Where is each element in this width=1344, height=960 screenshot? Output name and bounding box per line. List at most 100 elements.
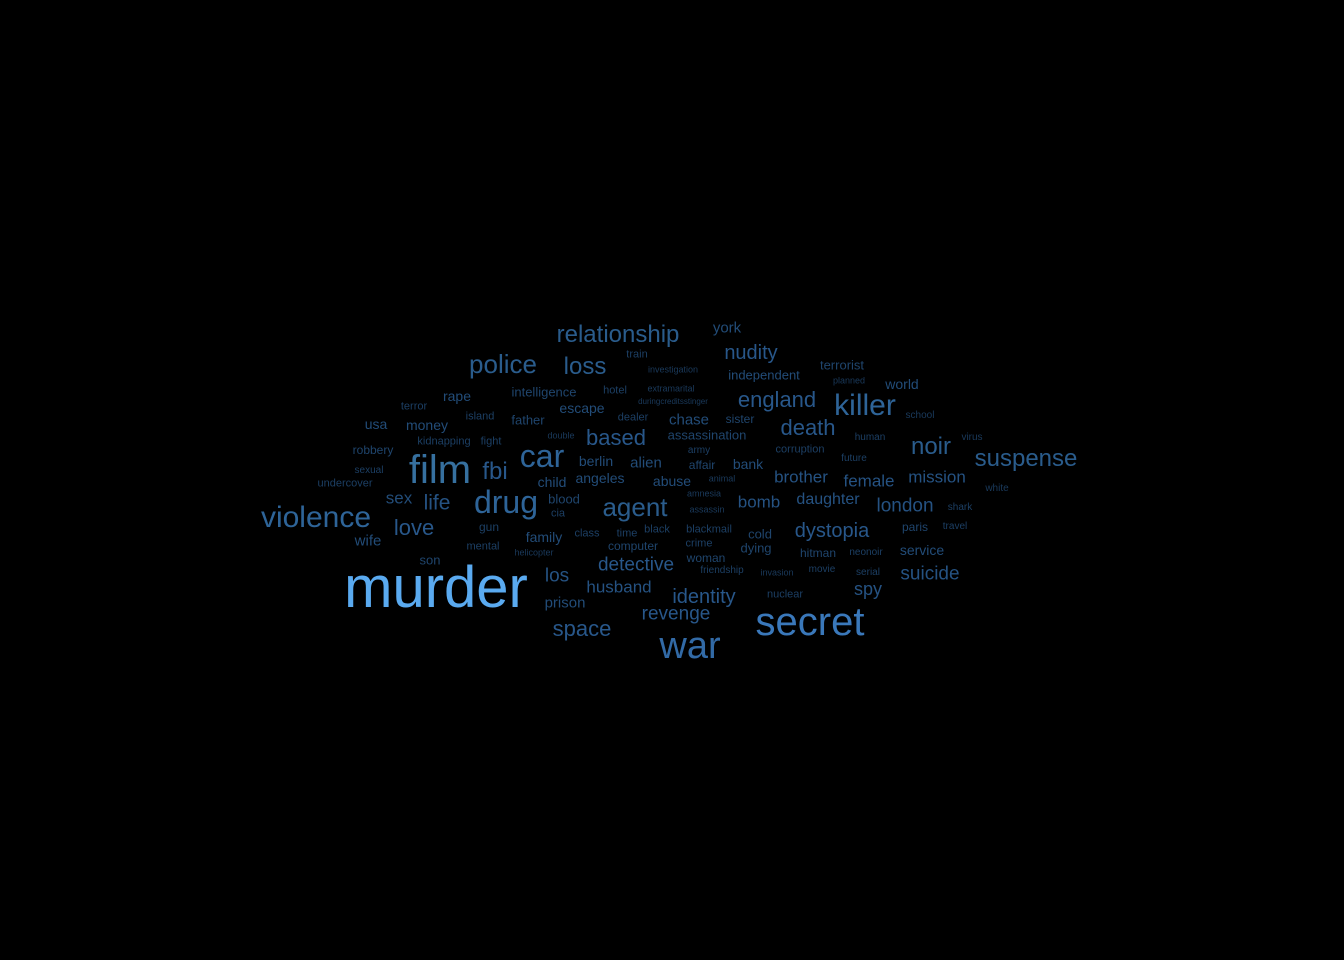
word-love: love (393, 515, 435, 540)
word-crime: crime (685, 537, 713, 550)
word-dealer: dealer (617, 411, 649, 424)
word-assassination: assassination (667, 427, 747, 443)
word-double: double (547, 430, 575, 441)
word-affair: affair (688, 458, 716, 472)
word-nudity: nudity (724, 342, 778, 364)
word-sex: sex (385, 488, 413, 508)
word-detective: detective (597, 554, 675, 576)
word-london: london (876, 495, 934, 517)
word-rape: rape (442, 388, 472, 404)
word-train: train (626, 348, 648, 361)
word-army: army (687, 445, 711, 456)
word-hitman: hitman (799, 546, 837, 560)
word-alien: alien (630, 454, 662, 472)
word-bomb: bomb (737, 492, 781, 512)
word-relationship: relationship (556, 321, 680, 348)
word-identity: identity (672, 586, 736, 608)
word-secret: secret (755, 600, 865, 644)
word-dying: dying (740, 540, 772, 556)
word-drug: drug (473, 484, 539, 520)
word-space: space (552, 616, 612, 641)
word-bank: bank (732, 456, 764, 472)
word-blackmail: blackmail (686, 523, 732, 536)
word-assassin: assassin (689, 504, 725, 515)
word-agent: agent (602, 492, 668, 522)
word-chase: chase (668, 411, 710, 429)
word-fbi: fbi (482, 458, 508, 485)
word-human: human (854, 432, 886, 443)
word-independent: independent (728, 367, 800, 383)
word-suspense: suspense (974, 445, 1078, 472)
word-female: female (843, 471, 895, 491)
word-killer: killer (834, 389, 896, 422)
word-england: england (737, 387, 817, 412)
word-gun: gun (478, 520, 500, 534)
word-brother: brother (774, 467, 828, 487)
word-fight: fight (480, 435, 502, 448)
word-cia: cia (550, 507, 566, 520)
word-time: time (616, 527, 638, 540)
word-sexual: sexual (354, 465, 384, 476)
word-noir: noir (910, 433, 952, 460)
word-island: island (465, 410, 495, 423)
word-suicide: suicide (900, 563, 960, 585)
word-film: film (408, 448, 472, 492)
word-escape: escape (559, 400, 605, 416)
word-child: child (537, 474, 567, 490)
word-war: war (659, 625, 721, 667)
word-class: class (574, 527, 600, 540)
word-duringcreditsstinger: duringcreditsstinger (638, 397, 708, 406)
word-based: based (586, 425, 646, 450)
word-nuclear: nuclear (766, 588, 804, 601)
word-friendship: friendship (700, 565, 744, 576)
word-hotel: hotel (603, 384, 627, 397)
word-kidnapping: kidnapping (417, 435, 471, 448)
word-terror: terror (400, 400, 428, 413)
word-corruption: corruption (775, 443, 825, 456)
word-computer: computer (607, 539, 659, 553)
word-terrorist: terrorist (819, 357, 865, 373)
word-mission: mission (908, 467, 966, 487)
word-planned: planned (832, 375, 866, 386)
word-cold: cold (748, 526, 772, 542)
word-death: death (780, 415, 836, 440)
word-wife: wife (354, 532, 382, 550)
word-travel: travel (942, 521, 968, 532)
word-mental: mental (466, 540, 500, 553)
word-investigation: investigation (647, 364, 699, 375)
word-white: white (985, 483, 1009, 494)
word-virus: virus (961, 432, 983, 443)
word-robbery: robbery (352, 443, 394, 457)
word-murder: murder (344, 555, 528, 620)
word-neonoir: neonoir (849, 547, 883, 558)
word-family: family (525, 529, 563, 545)
word-serial: serial (856, 567, 880, 578)
word-violence: violence (260, 501, 372, 534)
word-undercover: undercover (317, 477, 373, 490)
word-woman: woman (686, 551, 726, 565)
word-shark: shark (947, 502, 973, 513)
word-movie: movie (808, 564, 836, 575)
word-service: service (899, 542, 945, 558)
word-police: police (469, 349, 537, 379)
word-son: son (419, 552, 441, 568)
word-york: york (712, 319, 742, 337)
word-berlin: berlin (578, 453, 614, 469)
word-life: life (423, 491, 451, 515)
word-los: los (544, 565, 570, 587)
word-future: future (841, 453, 867, 464)
word-sister: sister (725, 412, 755, 426)
word-prison: prison (544, 594, 586, 612)
word-extramarital: extramarital (647, 383, 695, 394)
word-black: black (644, 523, 670, 536)
word-amnesia: amnesia (686, 488, 722, 499)
word-daughter: daughter (796, 491, 860, 508)
word-money: money (405, 417, 449, 433)
word-abuse: abuse (652, 473, 692, 489)
word-helicopter: helicopter (514, 547, 554, 558)
word-loss: loss (563, 353, 607, 380)
word-father: father (511, 412, 545, 428)
word-animal: animal (708, 473, 736, 484)
word-blood: blood (548, 491, 580, 507)
